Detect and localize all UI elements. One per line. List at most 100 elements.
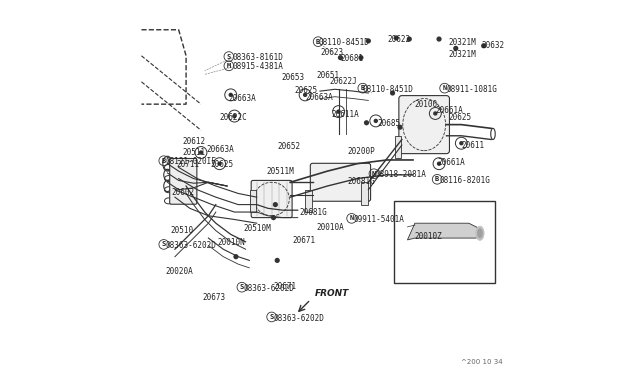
Ellipse shape (476, 226, 484, 240)
Text: N: N (349, 215, 354, 221)
Circle shape (460, 142, 463, 145)
Text: 20673: 20673 (203, 293, 226, 302)
Ellipse shape (477, 228, 483, 238)
Text: 20622J: 20622J (330, 77, 357, 86)
Circle shape (394, 35, 399, 41)
FancyBboxPatch shape (394, 201, 495, 283)
Circle shape (397, 125, 403, 130)
Text: 08116-8201G: 08116-8201G (439, 176, 490, 185)
Circle shape (453, 46, 458, 51)
Text: 20623: 20623 (320, 48, 343, 57)
Circle shape (271, 215, 276, 220)
Text: 08911-1081G: 08911-1081G (447, 85, 497, 94)
Circle shape (365, 38, 371, 44)
Circle shape (438, 162, 440, 165)
Text: 20681G: 20681G (348, 177, 376, 186)
FancyBboxPatch shape (310, 163, 371, 201)
Text: 20663A: 20663A (207, 145, 234, 154)
Circle shape (358, 55, 364, 60)
Text: 20661A: 20661A (437, 158, 465, 167)
Bar (250, 190, 257, 212)
Text: 20622C: 20622C (220, 113, 247, 122)
FancyBboxPatch shape (170, 158, 197, 204)
Circle shape (200, 151, 202, 154)
Text: 08915-4381A: 08915-4381A (232, 62, 284, 71)
Text: 08363-6202D: 08363-6202D (244, 284, 294, 293)
Text: 20681G: 20681G (300, 208, 327, 217)
Text: 20671: 20671 (273, 282, 296, 291)
Text: 20511M: 20511M (266, 167, 294, 176)
Text: 20651: 20651 (316, 71, 339, 80)
Text: 20663A: 20663A (229, 94, 257, 103)
Circle shape (481, 43, 486, 48)
Text: 20611A: 20611A (331, 110, 359, 119)
Text: 20511: 20511 (182, 148, 205, 157)
Text: 08363-6202D: 08363-6202D (166, 241, 216, 250)
Text: 08110-8451D: 08110-8451D (363, 85, 413, 94)
Circle shape (390, 90, 395, 96)
Text: 20625: 20625 (294, 86, 317, 94)
Text: 20625: 20625 (211, 160, 234, 169)
Text: 08363-6202D: 08363-6202D (273, 314, 324, 323)
Text: M: M (227, 63, 231, 69)
Text: 20622: 20622 (387, 35, 410, 44)
Text: 08363-8161D: 08363-8161D (232, 53, 284, 62)
Text: N: N (442, 85, 447, 91)
FancyBboxPatch shape (399, 96, 449, 154)
Circle shape (233, 115, 236, 118)
Text: 20663A: 20663A (305, 93, 333, 102)
Bar (305, 190, 312, 212)
Text: 20510M: 20510M (244, 224, 271, 233)
Text: 20010A: 20010A (316, 223, 344, 232)
Text: 20652: 20652 (277, 142, 300, 151)
Text: 20100: 20100 (415, 100, 438, 109)
Polygon shape (408, 223, 480, 240)
Circle shape (273, 202, 278, 207)
Text: ^200 10 34: ^200 10 34 (461, 359, 502, 365)
Text: 20661A: 20661A (435, 106, 463, 115)
Bar (362, 182, 368, 205)
Text: FRONT: FRONT (314, 289, 349, 298)
Text: 20010N: 20010N (218, 238, 246, 247)
Text: 20653: 20653 (281, 73, 304, 81)
Circle shape (436, 36, 442, 42)
Text: S: S (162, 241, 166, 247)
Circle shape (434, 112, 437, 115)
Text: B: B (361, 85, 365, 91)
Circle shape (337, 110, 340, 113)
Text: 20200P: 20200P (348, 147, 376, 156)
Text: 20510: 20510 (170, 226, 193, 235)
Text: 20611: 20611 (461, 141, 484, 150)
Text: 20685: 20685 (378, 119, 401, 128)
Text: S: S (227, 54, 231, 60)
Text: 20632: 20632 (482, 41, 505, 50)
Text: 20602: 20602 (172, 188, 195, 197)
Circle shape (234, 254, 239, 259)
Text: 08110-8451D: 08110-8451D (318, 38, 369, 47)
Text: N: N (372, 171, 376, 177)
Circle shape (303, 93, 307, 96)
Circle shape (218, 162, 221, 165)
Circle shape (374, 119, 378, 122)
Text: 09911-5401A: 09911-5401A (353, 215, 404, 224)
Text: 08918-2081A: 08918-2081A (376, 170, 427, 179)
Circle shape (229, 93, 232, 96)
Text: 20671: 20671 (292, 236, 316, 245)
Text: B: B (316, 39, 320, 45)
Text: 20321M: 20321M (449, 38, 476, 46)
Text: 20010Z: 20010Z (415, 232, 443, 241)
Text: 20612: 20612 (182, 137, 205, 146)
FancyBboxPatch shape (251, 180, 292, 218)
Circle shape (275, 258, 280, 263)
Circle shape (406, 36, 412, 42)
Text: B: B (162, 158, 166, 164)
Text: 20625: 20625 (449, 113, 472, 122)
Text: 20681: 20681 (340, 54, 364, 63)
Text: 20321M: 20321M (449, 50, 476, 59)
Bar (395, 136, 401, 158)
Text: 20020A: 20020A (166, 267, 193, 276)
Text: S: S (240, 284, 244, 290)
Circle shape (338, 55, 343, 60)
Text: 08121-020IF: 08121-020IF (166, 157, 216, 166)
Circle shape (364, 120, 369, 125)
